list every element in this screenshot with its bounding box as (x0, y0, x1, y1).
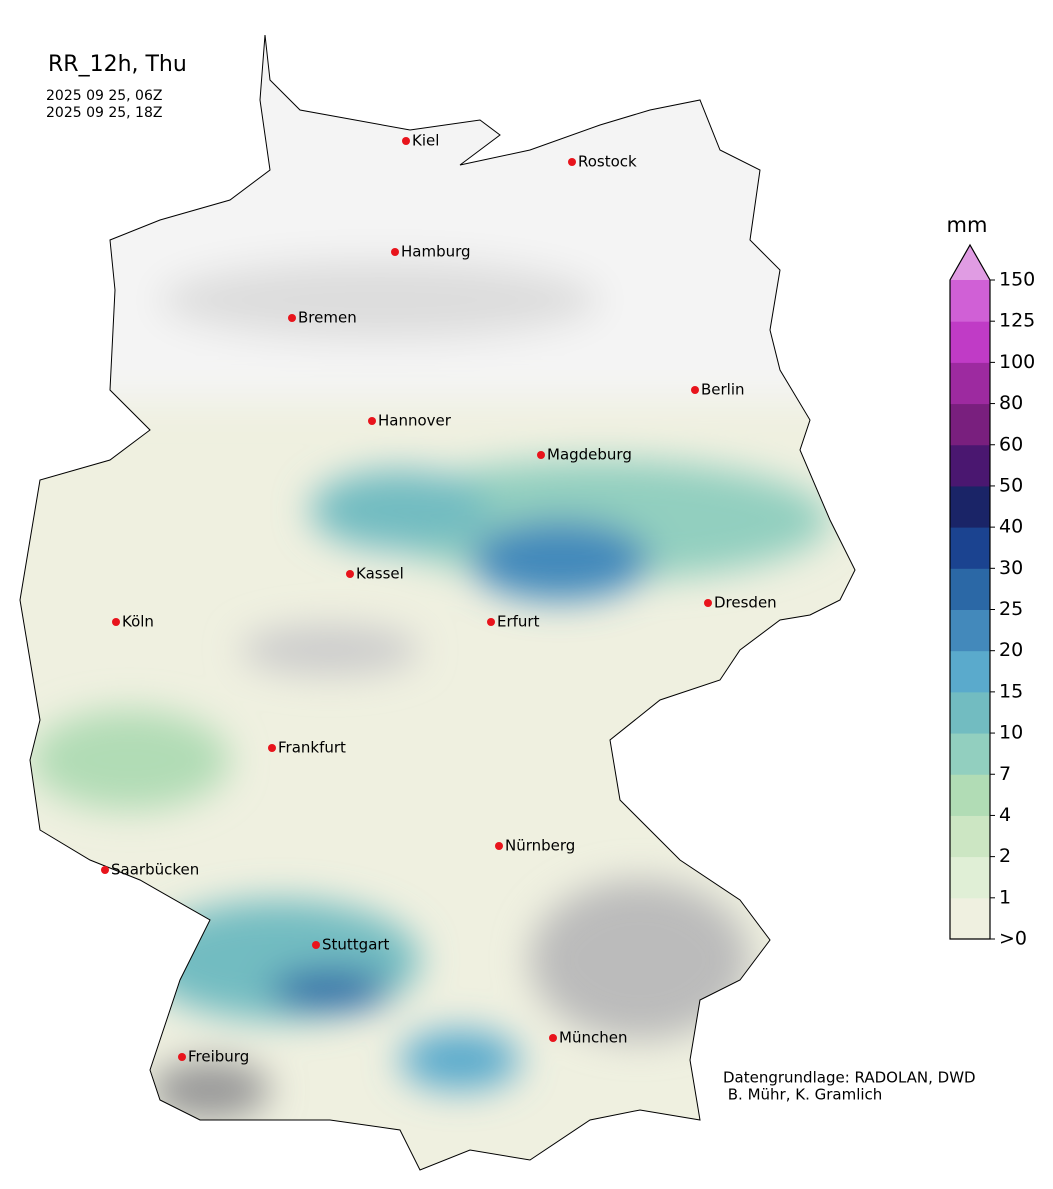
colorbar-tick-label: 10 (999, 722, 1023, 744)
colorbar-tick-label: 1 (999, 886, 1011, 908)
germany (19, 34, 856, 1171)
colorbar-tick-label: 25 (999, 598, 1023, 620)
city-label: Bremen (298, 309, 357, 327)
colorbar-segment (950, 403, 990, 446)
colorbar-tick-label: 40 (999, 516, 1023, 538)
time-end: 2025 09 25, 18Z (46, 105, 162, 121)
city-label: Saarbücken (111, 861, 199, 879)
colorbar-segment (950, 280, 990, 322)
colorbar-tick-label: 50 (999, 474, 1023, 496)
credit: Datengrundlage: RADOLAN, DWD (723, 1069, 976, 1087)
city-label: Frankfurt (278, 739, 346, 757)
colorbar-tick-label: 30 (999, 557, 1023, 579)
colorbar-segment (950, 897, 990, 940)
city-dot (346, 570, 354, 578)
colorbar-extension (950, 245, 990, 280)
colorbar-tick-label: 7 (999, 763, 1011, 785)
colorbar-segment (950, 485, 990, 528)
colorbar-tick-label: 60 (999, 433, 1023, 455)
city-label: Dresden (714, 594, 777, 612)
colorbar-segment (950, 362, 990, 405)
city-label: Kiel (412, 132, 439, 150)
colorbar-segment (950, 568, 990, 610)
colorbar-tick-label: 15 (999, 680, 1023, 702)
city-dot (101, 866, 109, 874)
city-label: Berlin (701, 381, 745, 399)
colorbar-segment (950, 650, 990, 693)
city-label: Stuttgart (322, 936, 390, 954)
city-dot (112, 618, 120, 626)
city-label: Freiburg (188, 1048, 249, 1066)
city-dot (368, 417, 376, 425)
city-label: Hamburg (401, 243, 471, 261)
city-label: Magdeburg (547, 446, 632, 464)
colorbar-segment (950, 609, 990, 652)
city-label: Nürnberg (505, 837, 575, 855)
city-dot (704, 599, 712, 607)
colorbar-segment (950, 856, 990, 899)
colorbar-tick-label: 100 (999, 351, 1035, 373)
city-label: Hannover (378, 412, 452, 430)
city-dot (391, 248, 399, 256)
city-label: Rostock (578, 153, 637, 171)
colorbar-segment (950, 733, 990, 775)
time-start: 2025 09 25, 06Z (46, 88, 162, 104)
colorbar-tick-label: 2 (999, 845, 1011, 867)
city-dot (312, 941, 320, 949)
colorbar-segment (950, 774, 990, 816)
colorbar-tick-label: 20 (999, 639, 1023, 661)
city-dot (268, 744, 276, 752)
city-label: München (559, 1029, 627, 1047)
city-dot (487, 618, 495, 626)
city-dot (402, 137, 410, 145)
colorbar-segment (950, 691, 990, 734)
city-dot (178, 1053, 186, 1061)
colorbar-segment (950, 527, 990, 569)
city-dot (568, 158, 576, 166)
city-dot (691, 386, 699, 394)
city-label: Köln (122, 613, 154, 631)
city-dot (495, 842, 503, 850)
colorbar-tick-label: >0 (999, 928, 1027, 950)
colorbar-tick-label: 80 (999, 392, 1023, 414)
colorbar-segment (950, 815, 990, 858)
colorbar-segment (950, 321, 990, 363)
colorbar-tick-label: 4 (999, 804, 1011, 826)
city-dot (537, 451, 545, 459)
colorbar-segment (950, 444, 990, 487)
title: RR_12h, Thu (48, 52, 187, 77)
city-dot (549, 1034, 557, 1042)
colorbar-tick-label: 125 (999, 310, 1035, 332)
colorbar-tick-label: 150 (999, 269, 1035, 291)
city-dot (288, 314, 296, 322)
colorbar-frame (949, 243, 991, 940)
colorbar-unit: mm (947, 213, 988, 237)
credit: B. Mühr, K. Gramlich (723, 1086, 882, 1104)
city-label: Kassel (356, 565, 404, 583)
city-label: Erfurt (497, 613, 540, 631)
